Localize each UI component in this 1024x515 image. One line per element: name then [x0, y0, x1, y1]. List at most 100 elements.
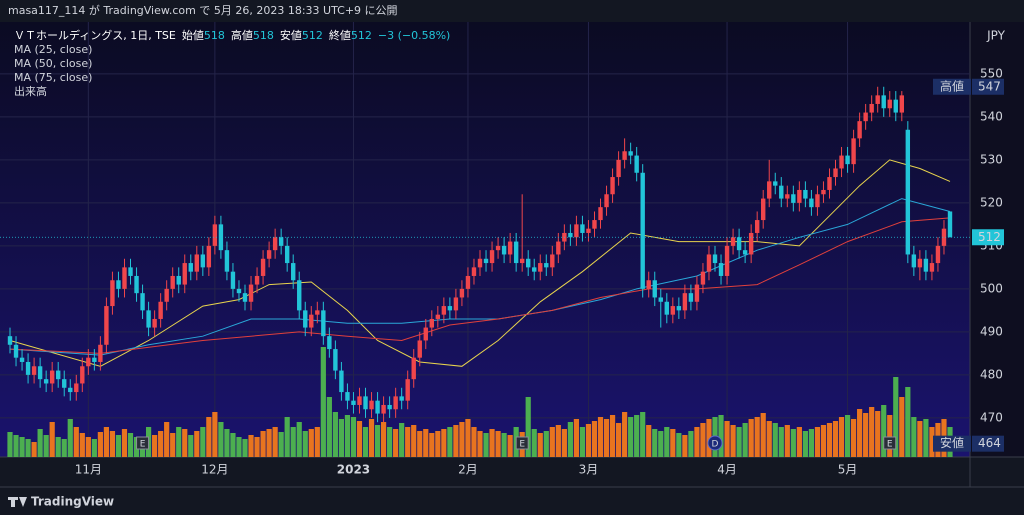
candle-body	[158, 301, 163, 319]
volume-bar	[664, 427, 670, 457]
volume-bar	[61, 439, 67, 457]
candle-body	[49, 370, 55, 384]
candle-body	[429, 318, 434, 328]
candle-body	[291, 263, 296, 281]
volume-bar	[314, 427, 320, 457]
candle-body	[754, 220, 760, 233]
candle-body	[176, 275, 181, 285]
volume-bar	[917, 421, 923, 457]
candle-body	[110, 280, 115, 307]
candle-body	[580, 224, 585, 233]
volume-bar	[579, 427, 586, 457]
volume-bar	[700, 423, 706, 457]
volume-bar	[284, 417, 290, 457]
last-price-tag	[972, 229, 1004, 246]
volume-bar	[19, 437, 25, 457]
candle-body	[628, 151, 633, 156]
volume-bar	[200, 427, 206, 457]
candle-body	[7, 336, 13, 345]
volume-bar	[899, 397, 905, 457]
volume-bar	[688, 431, 694, 457]
candle-body	[519, 258, 525, 264]
volume-bar	[736, 427, 742, 457]
price-tag-label: 高値	[940, 78, 964, 93]
candle-body	[447, 306, 453, 311]
volume-bar	[170, 433, 176, 457]
volume-bar	[368, 419, 375, 457]
candle-body	[905, 129, 911, 255]
legend-item: 終値	[329, 28, 351, 42]
volume-bar	[603, 419, 610, 457]
volume-bar	[278, 432, 284, 457]
volume-bar	[242, 439, 248, 457]
candle-body	[574, 224, 579, 238]
volume-bar	[320, 347, 326, 457]
volume-bar	[772, 423, 778, 457]
candle-body	[887, 99, 892, 109]
candle-body	[357, 396, 362, 405]
candle-body	[827, 177, 832, 190]
candle-body	[333, 349, 338, 371]
volume-bar	[13, 435, 19, 457]
candle-body	[947, 211, 953, 238]
volume-bar	[254, 437, 260, 457]
candle-body	[477, 258, 483, 268]
volume-bar	[477, 431, 483, 457]
volume-bar	[194, 431, 200, 457]
volume-bar	[652, 429, 658, 457]
candle-body	[911, 254, 917, 268]
candle-body	[604, 194, 609, 208]
candle-body	[68, 387, 73, 393]
legend-entry: MA (75, close)	[14, 71, 92, 84]
candle-body	[483, 258, 489, 264]
volume-bar	[622, 412, 628, 457]
legend-item: −3 (−0.58%)	[378, 29, 450, 42]
candle-body	[363, 396, 368, 410]
candle-body	[839, 155, 844, 169]
price-tag	[972, 435, 1004, 452]
volume-bar	[109, 431, 116, 457]
volume-bar	[7, 432, 13, 457]
volume-bar	[796, 427, 802, 457]
volume-bar	[296, 422, 302, 457]
volume-bar	[887, 415, 893, 457]
candle-body	[224, 250, 230, 272]
candle-body	[646, 280, 651, 289]
publisher: masa117_114 が TradingView.com で 5月 26, 2…	[8, 3, 398, 17]
legend-item: 512	[302, 29, 323, 42]
volume-bar	[447, 427, 453, 457]
volume-bar	[706, 419, 712, 457]
candle-body	[411, 357, 416, 380]
candle-body	[327, 336, 332, 350]
candle-body	[25, 361, 31, 375]
candle-body	[803, 189, 808, 199]
volume-bar	[453, 425, 459, 457]
candle-body	[218, 224, 224, 251]
volume-bar	[374, 425, 381, 457]
volume-bar	[778, 427, 784, 457]
candle-body	[538, 263, 543, 272]
y-tick-label: 540	[980, 109, 1003, 123]
candle-body	[170, 275, 175, 289]
volume-bar	[55, 437, 61, 457]
candle-body	[658, 297, 663, 302]
y-tick-label: 550	[980, 66, 1003, 80]
candle-body	[13, 344, 19, 358]
ma-line	[9, 159, 951, 367]
candle-body	[857, 121, 862, 139]
candle-body	[435, 314, 441, 319]
candle-body	[507, 241, 513, 255]
volume-bar	[525, 397, 531, 457]
volume-bar	[730, 425, 736, 457]
candle-body	[104, 306, 109, 345]
candle-body	[676, 306, 682, 311]
y-tick-label: 500	[980, 281, 1003, 295]
event-label: E	[519, 440, 525, 450]
candle-body	[797, 189, 802, 203]
candle-body	[423, 327, 428, 341]
volume-bar	[405, 427, 411, 457]
candle-body	[724, 245, 730, 276]
x-tick-label: 2月	[458, 463, 478, 477]
event-label: D	[712, 440, 719, 450]
volume-bar	[73, 427, 79, 457]
